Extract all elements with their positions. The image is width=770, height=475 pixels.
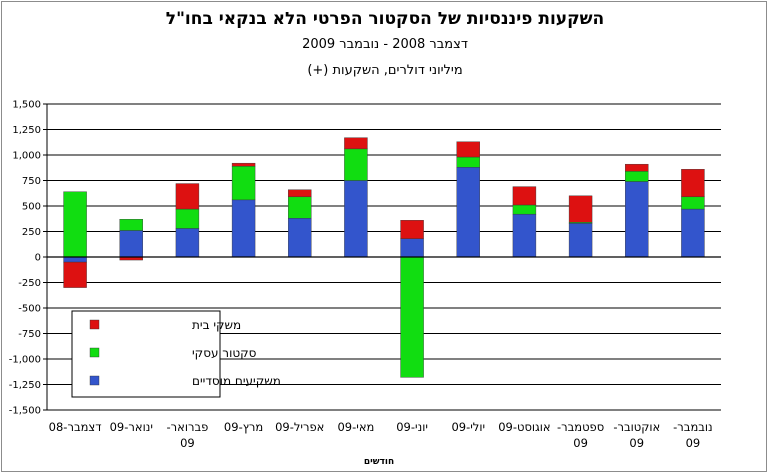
bar-segment bbox=[568, 223, 593, 258]
bar-segment bbox=[625, 163, 649, 172]
legend-swatch bbox=[89, 375, 100, 386]
chart-subtitle: דצמבר 2008 - נובמבר 2009 bbox=[302, 37, 468, 52]
x-tick-label: 09 bbox=[629, 436, 644, 450]
bar-segment bbox=[231, 162, 256, 167]
y-tick-label: -1,250 bbox=[9, 380, 41, 391]
y-tick-label: 1,250 bbox=[12, 125, 41, 136]
x-tick-label: ספטמבר- bbox=[557, 420, 604, 434]
x-tick-label: יוני-09 bbox=[396, 420, 428, 434]
bar-segment bbox=[288, 218, 312, 258]
x-tick-label: נובמבר- bbox=[673, 420, 713, 434]
bars bbox=[63, 137, 705, 378]
y-tick-label: 0 bbox=[35, 253, 41, 264]
bar-segment bbox=[231, 199, 256, 258]
bar-segment bbox=[681, 196, 705, 210]
x-tick-label: 09 bbox=[180, 436, 195, 450]
legend-label: סקטור עסקי bbox=[192, 346, 257, 360]
x-tick-label: אפריל-09 bbox=[275, 420, 324, 434]
bar-segment bbox=[625, 181, 649, 258]
bar-segment bbox=[400, 256, 424, 378]
x-tick-label: פברואר- bbox=[167, 420, 209, 434]
y-tick-label: -250 bbox=[18, 278, 41, 289]
x-tick-label: 09 bbox=[573, 436, 588, 450]
bar-segment bbox=[119, 219, 143, 231]
legend: משקי בית סקטור עסקי משקיעים מוסדיים bbox=[71, 310, 281, 398]
bar-segment bbox=[63, 256, 87, 263]
x-tick-label: 09 bbox=[686, 436, 701, 450]
bar-segment bbox=[175, 183, 200, 210]
axes: -1,500 -1,250 -1,000 -750 -500 -250 0 250 500 750… bbox=[9, 100, 721, 467]
bar-segment bbox=[344, 180, 368, 258]
x-tick-label: ינואר-09 bbox=[110, 420, 153, 434]
y-tick-label: -1,000 bbox=[9, 355, 41, 366]
bar-segment bbox=[175, 228, 200, 258]
y-tick-label: 1,500 bbox=[12, 100, 41, 111]
bar-segment bbox=[456, 141, 480, 158]
bar-segment bbox=[681, 169, 705, 198]
legend-label: משקיעים מוסדיים bbox=[192, 374, 281, 388]
y-tick-label: 1,000 bbox=[12, 151, 41, 162]
bar-segment bbox=[456, 167, 480, 258]
x-tick-label: אוגוסט-09 bbox=[498, 420, 550, 434]
bar-segment bbox=[512, 186, 537, 206]
bar-segment bbox=[625, 171, 649, 182]
bar-segment bbox=[63, 191, 87, 258]
bar-segment bbox=[63, 261, 87, 288]
bar-segment bbox=[512, 204, 537, 215]
bar-segment bbox=[288, 196, 312, 219]
bar-segment bbox=[119, 230, 143, 258]
bar-segment bbox=[231, 166, 256, 201]
bar-segment bbox=[568, 195, 593, 223]
bar-segment bbox=[344, 137, 368, 150]
x-axis-title: חודשים bbox=[364, 457, 394, 467]
y-tick-label: -1,500 bbox=[9, 406, 41, 417]
chart-units: מיליוני דולרים, השקעות (+) bbox=[307, 63, 463, 78]
legend-label: משקי בית bbox=[192, 318, 241, 332]
x-tick-label: מרץ-09 bbox=[224, 420, 263, 434]
bar-segment bbox=[400, 238, 424, 258]
bar-segment bbox=[400, 220, 424, 239]
legend-swatch bbox=[89, 347, 100, 358]
chart-title: השקעות פיננסיות של הסקטור הפרטי הלא בנקא… bbox=[165, 9, 605, 29]
y-tick-label: 250 bbox=[22, 227, 41, 238]
bar-segment bbox=[681, 208, 705, 258]
x-tick-label: מאי-09 bbox=[337, 420, 374, 434]
x-tick-label: אוקטובר- bbox=[613, 420, 660, 434]
y-tick-label: 750 bbox=[22, 176, 41, 187]
bar-segment bbox=[456, 156, 480, 168]
bar-segment bbox=[344, 148, 368, 181]
bar-segment bbox=[512, 213, 537, 258]
x-tick-label: דצמבר-08 bbox=[49, 420, 102, 434]
legend-swatch bbox=[89, 319, 100, 330]
y-tick-label: 500 bbox=[22, 202, 41, 213]
y-tick-label: -750 bbox=[18, 329, 41, 340]
bar-segment bbox=[175, 208, 200, 229]
bar-segment bbox=[288, 189, 312, 198]
x-tick-label: יולי-09 bbox=[451, 420, 485, 434]
y-tick-label: -500 bbox=[18, 304, 41, 315]
